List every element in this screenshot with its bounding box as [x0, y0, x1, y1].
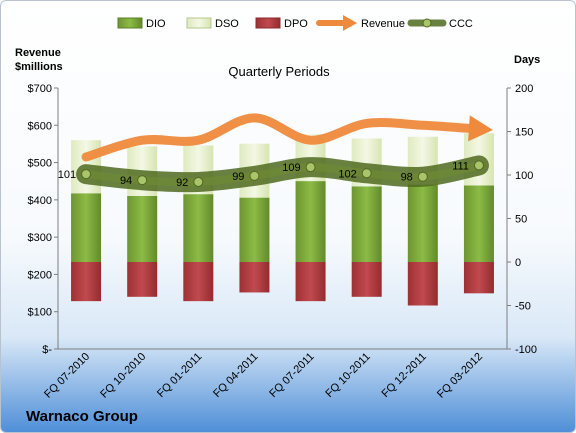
x-category-label: FQ 07-2010: [42, 351, 92, 401]
y-right-tick-label: 150: [515, 127, 533, 139]
ccc-point: [473, 160, 484, 171]
legend-label-dpo: DPO: [284, 18, 308, 30]
y-left-tick-label: $500: [28, 158, 52, 170]
dpo-bar: [127, 262, 158, 297]
dio-bar: [183, 194, 214, 262]
y-left-axis-title-line1: Revenue: [15, 47, 61, 59]
dpo-bar: [407, 262, 438, 306]
legend-swatch-revenue-head: [343, 15, 357, 31]
y-right-axis-title: Days: [514, 54, 540, 66]
legend-label-dio: DIO: [146, 18, 166, 30]
dpo-bar: [463, 262, 494, 294]
ccc-data-label: 94: [120, 175, 132, 187]
y-right-tick-label: 200: [515, 83, 533, 95]
ccc-point: [137, 175, 148, 186]
dio-bar: [127, 195, 158, 262]
ccc-data-label: 102: [338, 168, 356, 180]
dpo-bar: [71, 262, 102, 302]
bars-layer: [71, 133, 494, 306]
dio-bar: [239, 197, 270, 262]
dio-bar: [463, 185, 494, 262]
y-right-tick-label: 50: [515, 214, 527, 226]
y-left-tick-label: $100: [28, 307, 52, 319]
ccc-data-label: 99: [232, 171, 244, 183]
x-category-label: FQ 12-2011: [380, 351, 429, 400]
legend-swatch-dio: [117, 17, 143, 29]
legend: DIO DSO DPO Revenue CCC: [117, 15, 473, 31]
chart-title: Quarterly Periods: [228, 64, 330, 79]
dpo-bar: [351, 262, 382, 297]
ccc-point: [249, 170, 260, 181]
x-category-label: FQ 10-2010: [98, 351, 148, 401]
y-right-tick-label: 0: [515, 257, 521, 269]
y-left-axis-title-line2: $millions: [15, 61, 63, 73]
revenue-line: [81, 113, 474, 162]
legend-label-ccc: CCC: [449, 18, 473, 30]
company-name: Warnaco Group: [26, 408, 138, 425]
y-right-tick-label: 100: [515, 170, 533, 182]
x-category-label: FQ 04-2011: [211, 351, 260, 400]
ccc-point: [417, 171, 428, 182]
dio-bar: [71, 193, 102, 262]
dpo-bar: [239, 262, 270, 293]
legend-label-revenue: Revenue: [361, 18, 405, 30]
legend-swatch-dpo: [255, 17, 281, 29]
y-left-tick-label: $700: [28, 83, 52, 95]
ccc-point: [305, 162, 316, 173]
y-right-tick-label: -50: [515, 301, 531, 313]
ccc-point: [81, 169, 92, 180]
x-category-label: FQ 07-2011: [267, 351, 316, 400]
ccc-data-label: 98: [401, 172, 413, 184]
dpo-bar: [183, 262, 214, 302]
legend-swatch-ccc-dot: [422, 18, 432, 28]
ccc-data-label: 92: [176, 177, 188, 189]
x-category-label: FQ 03-2012: [435, 351, 485, 401]
y-left-tick-label: $-: [42, 344, 52, 356]
dio-bar: [295, 181, 326, 262]
ccc-point: [193, 176, 204, 187]
ccc-data-label: 101: [58, 169, 76, 181]
ccc-data-label: 109: [282, 162, 300, 174]
ccc-point: [361, 168, 372, 179]
dio-bar: [351, 186, 382, 262]
dio-bar: [407, 184, 438, 262]
x-category-label: FQ 10-2011: [323, 351, 372, 400]
y-left-tick-label: $300: [28, 232, 52, 244]
legend-label-dso: DSO: [215, 18, 239, 30]
revenue-arrowhead: [468, 115, 493, 142]
y-left-tick-label: $600: [28, 120, 52, 132]
y-left-tick-label: $400: [28, 195, 52, 207]
y-right-tick-label: -100: [515, 344, 537, 356]
x-category-label: FQ 01-2011: [155, 351, 204, 400]
legend-swatch-dso: [186, 17, 212, 29]
ccc-data-label: 111: [452, 160, 469, 172]
lines-layer: 101 94 92 99 109 102 98 111: [58, 113, 493, 193]
y-left-tick-label: $200: [28, 269, 52, 281]
dpo-bar: [295, 262, 326, 302]
